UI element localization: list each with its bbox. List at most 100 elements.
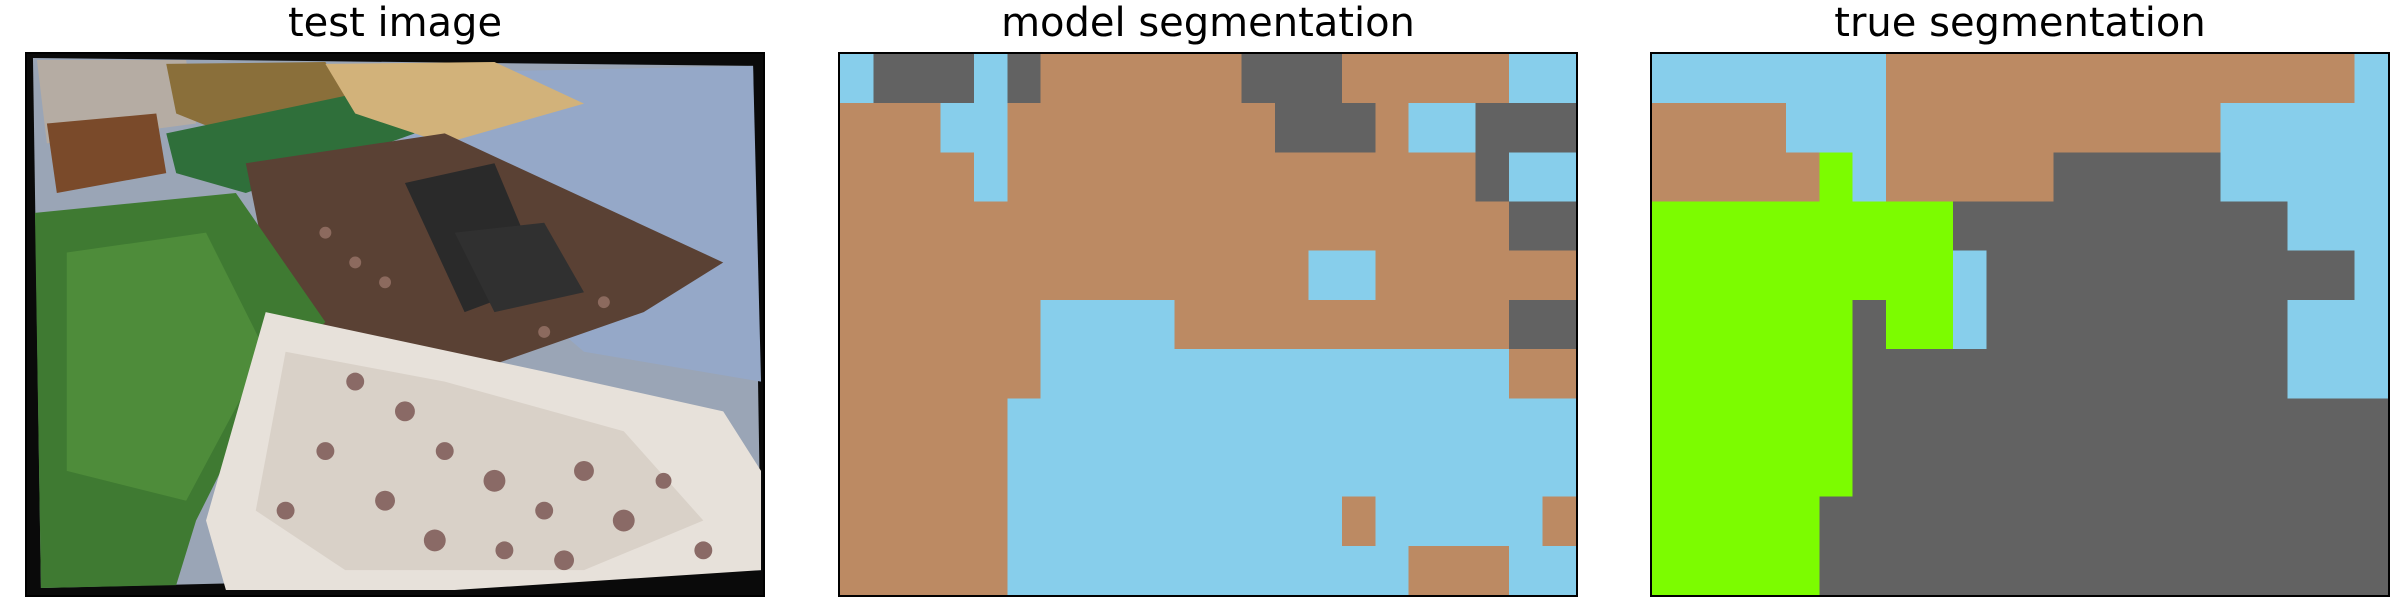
model-seg-cell-sky <box>1040 447 1075 498</box>
model-seg-cell-tan <box>1141 250 1176 301</box>
true-seg-cell-green <box>1886 299 1921 350</box>
model-seg-cell-tan <box>1442 152 1477 203</box>
true-seg-cell-tan <box>1986 152 2021 203</box>
true-seg-cell-sky <box>2287 103 2322 153</box>
model-segmentation-title: model segmentation <box>1001 0 1415 46</box>
model-seg-cell-sky <box>1241 496 1276 547</box>
model-seg-cell-sky <box>1408 103 1443 153</box>
true-seg-cell-gray <box>2187 398 2222 449</box>
model-seg-cell-tan <box>1375 152 1410 203</box>
model-seg-cell-tan <box>1208 103 1243 153</box>
true-seg-cell-gray <box>2287 447 2322 498</box>
model-seg-cell-sky <box>1007 447 1042 498</box>
true-seg-cell-tan <box>2254 54 2289 104</box>
model-seg-cell-sky <box>1007 398 1042 449</box>
model-seg-cell-sky <box>1107 299 1142 350</box>
model-seg-cell-sky <box>1141 545 1176 595</box>
true-seg-cell-sky <box>2220 103 2255 153</box>
true-seg-cell-sky <box>1752 54 1787 104</box>
model-seg-cell-sky <box>973 152 1008 203</box>
true-seg-cell-gray <box>2086 250 2121 301</box>
model-seg-cell-tan <box>1141 103 1176 153</box>
true-seg-cell-gray <box>1953 447 1988 498</box>
true-seg-cell-gray <box>1919 496 1954 547</box>
true-seg-cell-sky <box>2254 152 2289 203</box>
true-seg-cell-gray <box>2086 496 2121 547</box>
model-seg-cell-tan <box>906 349 941 399</box>
model-seg-cell-tan <box>1241 103 1276 153</box>
model-seg-cell-sky <box>1308 250 1343 301</box>
model-seg-cell-tan <box>873 545 908 595</box>
model-seg-cell-tan <box>940 152 975 203</box>
true-seg-cell-green <box>1652 201 1687 252</box>
true-seg-cell-sky <box>2354 201 2388 252</box>
true-seg-cell-sky <box>2321 103 2356 153</box>
true-seg-cell-gray <box>2187 545 2222 595</box>
model-seg-cell-tan <box>1174 103 1209 153</box>
true-seg-cell-gray <box>2053 545 2088 595</box>
true-seg-cell-gray <box>2354 398 2388 449</box>
model-seg-cell-tan <box>1341 152 1376 203</box>
true-seg-cell-gray <box>2086 545 2121 595</box>
true-seg-cell-sky <box>2354 54 2388 104</box>
true-seg-cell-tan <box>2053 103 2088 153</box>
true-seg-cell-gray <box>1886 349 1921 399</box>
true-seg-cell-green <box>1652 250 1687 301</box>
model-seg-cell-tan <box>1208 201 1243 252</box>
true-seg-cell-sky <box>1785 54 1820 104</box>
true-seg-cell-gray <box>2220 496 2255 547</box>
true-seg-cell-green <box>1886 201 1921 252</box>
true-seg-cell-green <box>1718 447 1753 498</box>
model-seg-cell-tan <box>1007 299 1042 350</box>
model-seg-cell-tan <box>840 152 875 203</box>
true-seg-cell-green <box>1685 545 1720 595</box>
model-seg-cell-tan <box>906 250 941 301</box>
model-seg-cell-tan <box>1509 250 1544 301</box>
true-seg-cell-tan <box>1986 103 2021 153</box>
true-seg-cell-gray <box>2153 250 2188 301</box>
true-seg-cell-gray <box>2153 201 2188 252</box>
true-seg-cell-tan <box>2120 54 2155 104</box>
true-seg-cell-gray <box>1819 496 1854 547</box>
true-seg-cell-green <box>1685 201 1720 252</box>
model-seg-cell-tan <box>840 496 875 547</box>
true-seg-cell-tan <box>1752 152 1787 203</box>
model-segmentation-panel <box>838 52 1578 597</box>
true-seg-cell-gray <box>2086 349 2121 399</box>
true-seg-cell-gray <box>2254 299 2289 350</box>
true-seg-cell-gray <box>2153 299 2188 350</box>
model-seg-cell-sky <box>1174 496 1209 547</box>
true-seg-cell-gray <box>2020 201 2055 252</box>
model-seg-cell-sky <box>1107 545 1142 595</box>
model-seg-cell-tan <box>1174 201 1209 252</box>
model-seg-cell-tan <box>1040 201 1075 252</box>
true-seg-cell-gray <box>2321 447 2356 498</box>
model-seg-cell-tan <box>873 152 908 203</box>
model-seg-cell-tan <box>873 103 908 153</box>
model-seg-cell-sky <box>1241 545 1276 595</box>
true-seg-cell-tan <box>2020 54 2055 104</box>
true-seg-cell-green <box>1819 299 1854 350</box>
true-seg-cell-gray <box>2020 349 2055 399</box>
model-seg-cell-tan <box>1007 152 1042 203</box>
model-seg-cell-gray <box>1007 54 1042 104</box>
true-seg-cell-tan <box>1919 152 1954 203</box>
true-seg-cell-gray <box>2287 250 2322 301</box>
true-seg-cell-green <box>1819 152 1854 203</box>
model-seg-cell-tan <box>873 201 908 252</box>
true-seg-cell-sky <box>2321 152 2356 203</box>
model-seg-cell-tan <box>906 103 941 153</box>
true-seg-cell-gray <box>2053 496 2088 547</box>
true-seg-cell-gray <box>2020 447 2055 498</box>
true-seg-cell-gray <box>1953 545 1988 595</box>
model-seg-cell-tan <box>940 496 975 547</box>
model-seg-cell-tan <box>1007 349 1042 399</box>
true-seg-cell-tan <box>2053 54 2088 104</box>
true-seg-cell-sky <box>2321 349 2356 399</box>
model-seg-cell-tan <box>1141 201 1176 252</box>
true-seg-cell-green <box>1718 250 1753 301</box>
true-seg-cell-gray <box>2187 349 2222 399</box>
true-seg-cell-tan <box>2187 54 2222 104</box>
true-seg-cell-green <box>1785 250 1820 301</box>
true-seg-cell-green <box>1685 398 1720 449</box>
